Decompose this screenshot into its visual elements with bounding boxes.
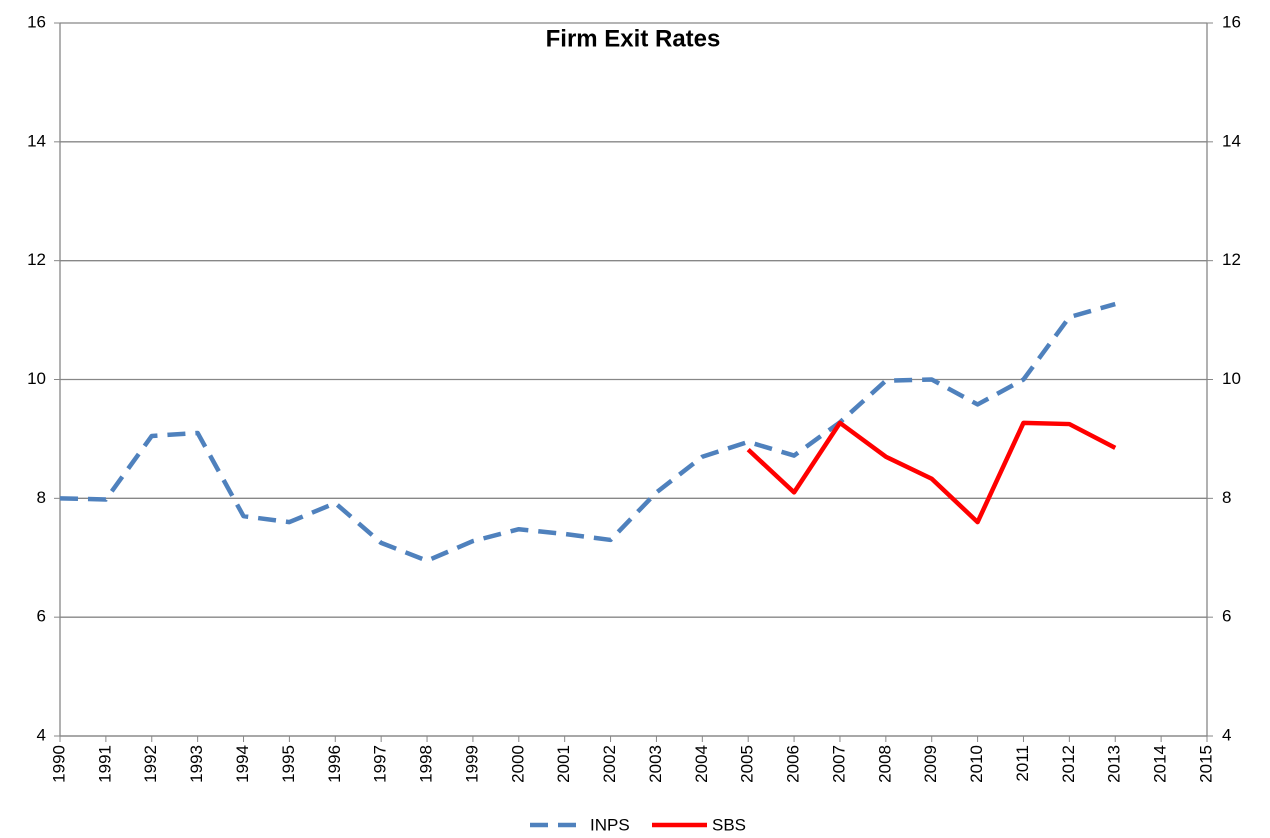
x-tick-label: 2009 bbox=[921, 745, 940, 783]
y-tick-label: 8 bbox=[37, 488, 46, 507]
y2-tick-label: 14 bbox=[1222, 131, 1241, 150]
y-tick-label: 14 bbox=[27, 131, 46, 150]
x-tick-label: 1991 bbox=[95, 745, 114, 783]
y-tick-label: 6 bbox=[37, 607, 46, 626]
x-tick-label: 1992 bbox=[141, 745, 160, 783]
y2-tick-label: 10 bbox=[1222, 369, 1241, 388]
x-tick-label: 2011 bbox=[1013, 745, 1032, 782]
x-tick-label: 2013 bbox=[1105, 745, 1124, 783]
x-tick-label: 1996 bbox=[325, 745, 344, 783]
series-line bbox=[746, 420, 1117, 525]
x-tick-label: 1993 bbox=[187, 745, 206, 783]
series-line bbox=[59, 301, 1116, 563]
x-tick-label: 1997 bbox=[371, 745, 390, 783]
x-tick-label: 2010 bbox=[967, 745, 986, 783]
y-tick-label: 16 bbox=[27, 12, 46, 31]
x-tick-label: 2003 bbox=[646, 745, 665, 783]
x-tick-label: 1994 bbox=[233, 745, 252, 783]
x-tick-label: 2007 bbox=[829, 745, 848, 783]
x-tick-label: 2000 bbox=[508, 745, 527, 783]
x-tick-label: 2004 bbox=[692, 745, 711, 783]
x-tick-label: 2015 bbox=[1196, 745, 1215, 783]
x-tick-label: 1999 bbox=[462, 745, 481, 783]
y2-tick-label: 12 bbox=[1222, 250, 1241, 269]
x-tick-label: 2014 bbox=[1151, 745, 1170, 783]
x-tick-label: 1998 bbox=[417, 745, 436, 783]
y-tick-label: 10 bbox=[27, 369, 46, 388]
x-tick-label: 2005 bbox=[738, 745, 757, 783]
chart-title: Firm Exit Rates bbox=[546, 25, 721, 52]
y2-tick-label: 6 bbox=[1222, 607, 1231, 626]
x-tick-label: 2012 bbox=[1059, 745, 1078, 783]
legend-label: INPS bbox=[590, 815, 630, 834]
y-tick-label: 12 bbox=[27, 250, 46, 269]
x-tick-label: 2001 bbox=[554, 745, 573, 783]
y2-tick-label: 4 bbox=[1222, 725, 1231, 744]
x-tick-label: 1995 bbox=[279, 745, 298, 783]
y-tick-label: 4 bbox=[37, 725, 46, 744]
legend-label: SBS bbox=[712, 815, 746, 834]
y2-tick-label: 16 bbox=[1222, 12, 1241, 31]
x-tick-label: 2008 bbox=[875, 745, 894, 783]
x-tick-label: 1990 bbox=[49, 745, 68, 783]
y2-tick-label: 8 bbox=[1222, 488, 1231, 507]
x-tick-label: 2002 bbox=[600, 745, 619, 783]
x-tick-label: 2006 bbox=[784, 745, 803, 783]
